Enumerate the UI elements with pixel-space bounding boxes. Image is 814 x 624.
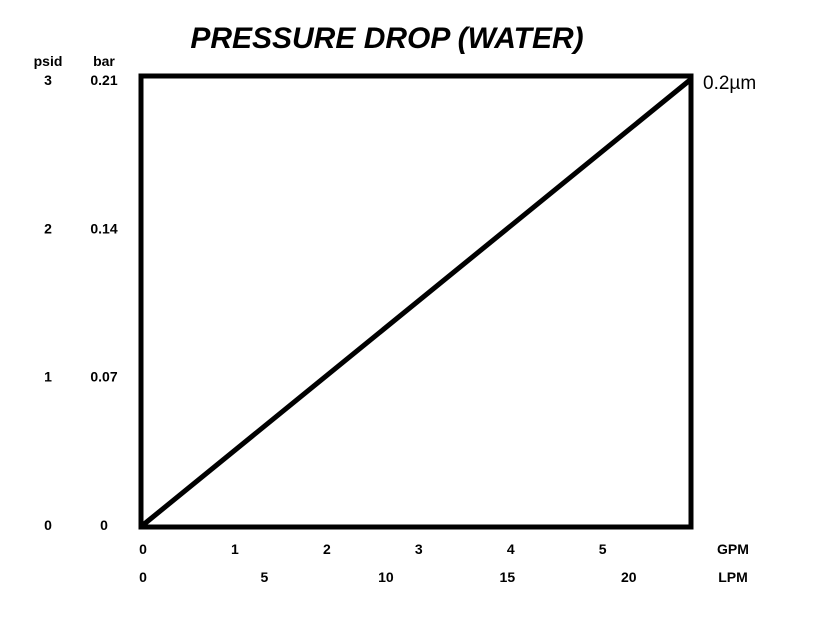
y-unit-psid: psid — [34, 53, 63, 69]
x-unit-lpm: LPM — [718, 569, 748, 585]
y-tick-label-psid: 3 — [44, 72, 52, 88]
series-line — [140, 77, 693, 528]
x-tick-label-gpm: 2 — [323, 541, 331, 557]
x-tick-label-lpm: 5 — [261, 569, 269, 585]
x-tick-label-lpm: 20 — [621, 569, 637, 585]
y-tick-label-psid: 2 — [44, 220, 52, 236]
x-tick-label-gpm: 0 — [139, 541, 147, 557]
axis-ticks: 0 1 2 3 0 0.07 0.14 0.21 0 1 2 3 4 5 0 5 10 15 20 — [44, 72, 637, 585]
x-tick-label-gpm: 5 — [599, 541, 607, 557]
y-tick-label-psid: 0 — [44, 517, 52, 533]
y-tick-label-psid: 1 — [44, 369, 52, 385]
y-unit-bar: bar — [93, 53, 115, 69]
series-label: 0.2µm — [703, 73, 756, 94]
x-unit-gpm: GPM — [717, 541, 749, 557]
x-tick-label-lpm: 0 — [139, 569, 147, 585]
series-layer: 0.2µm — [140, 73, 756, 528]
y-tick-label-bar: 0 — [100, 517, 108, 533]
plot-frame — [138, 73, 694, 530]
x-tick-label-gpm: 4 — [507, 541, 515, 557]
y-tick-label-bar: 0.21 — [90, 72, 117, 88]
x-tick-label-gpm: 3 — [415, 541, 423, 557]
x-tick-label-gpm: 1 — [231, 541, 239, 557]
x-tick-label-lpm: 15 — [500, 569, 516, 585]
y-tick-label-bar: 0.07 — [90, 369, 117, 385]
chart-title: PRESSURE DROP (WATER) — [190, 22, 583, 55]
y-tick-label-bar: 0.14 — [90, 220, 117, 236]
x-tick-label-lpm: 10 — [378, 569, 394, 585]
